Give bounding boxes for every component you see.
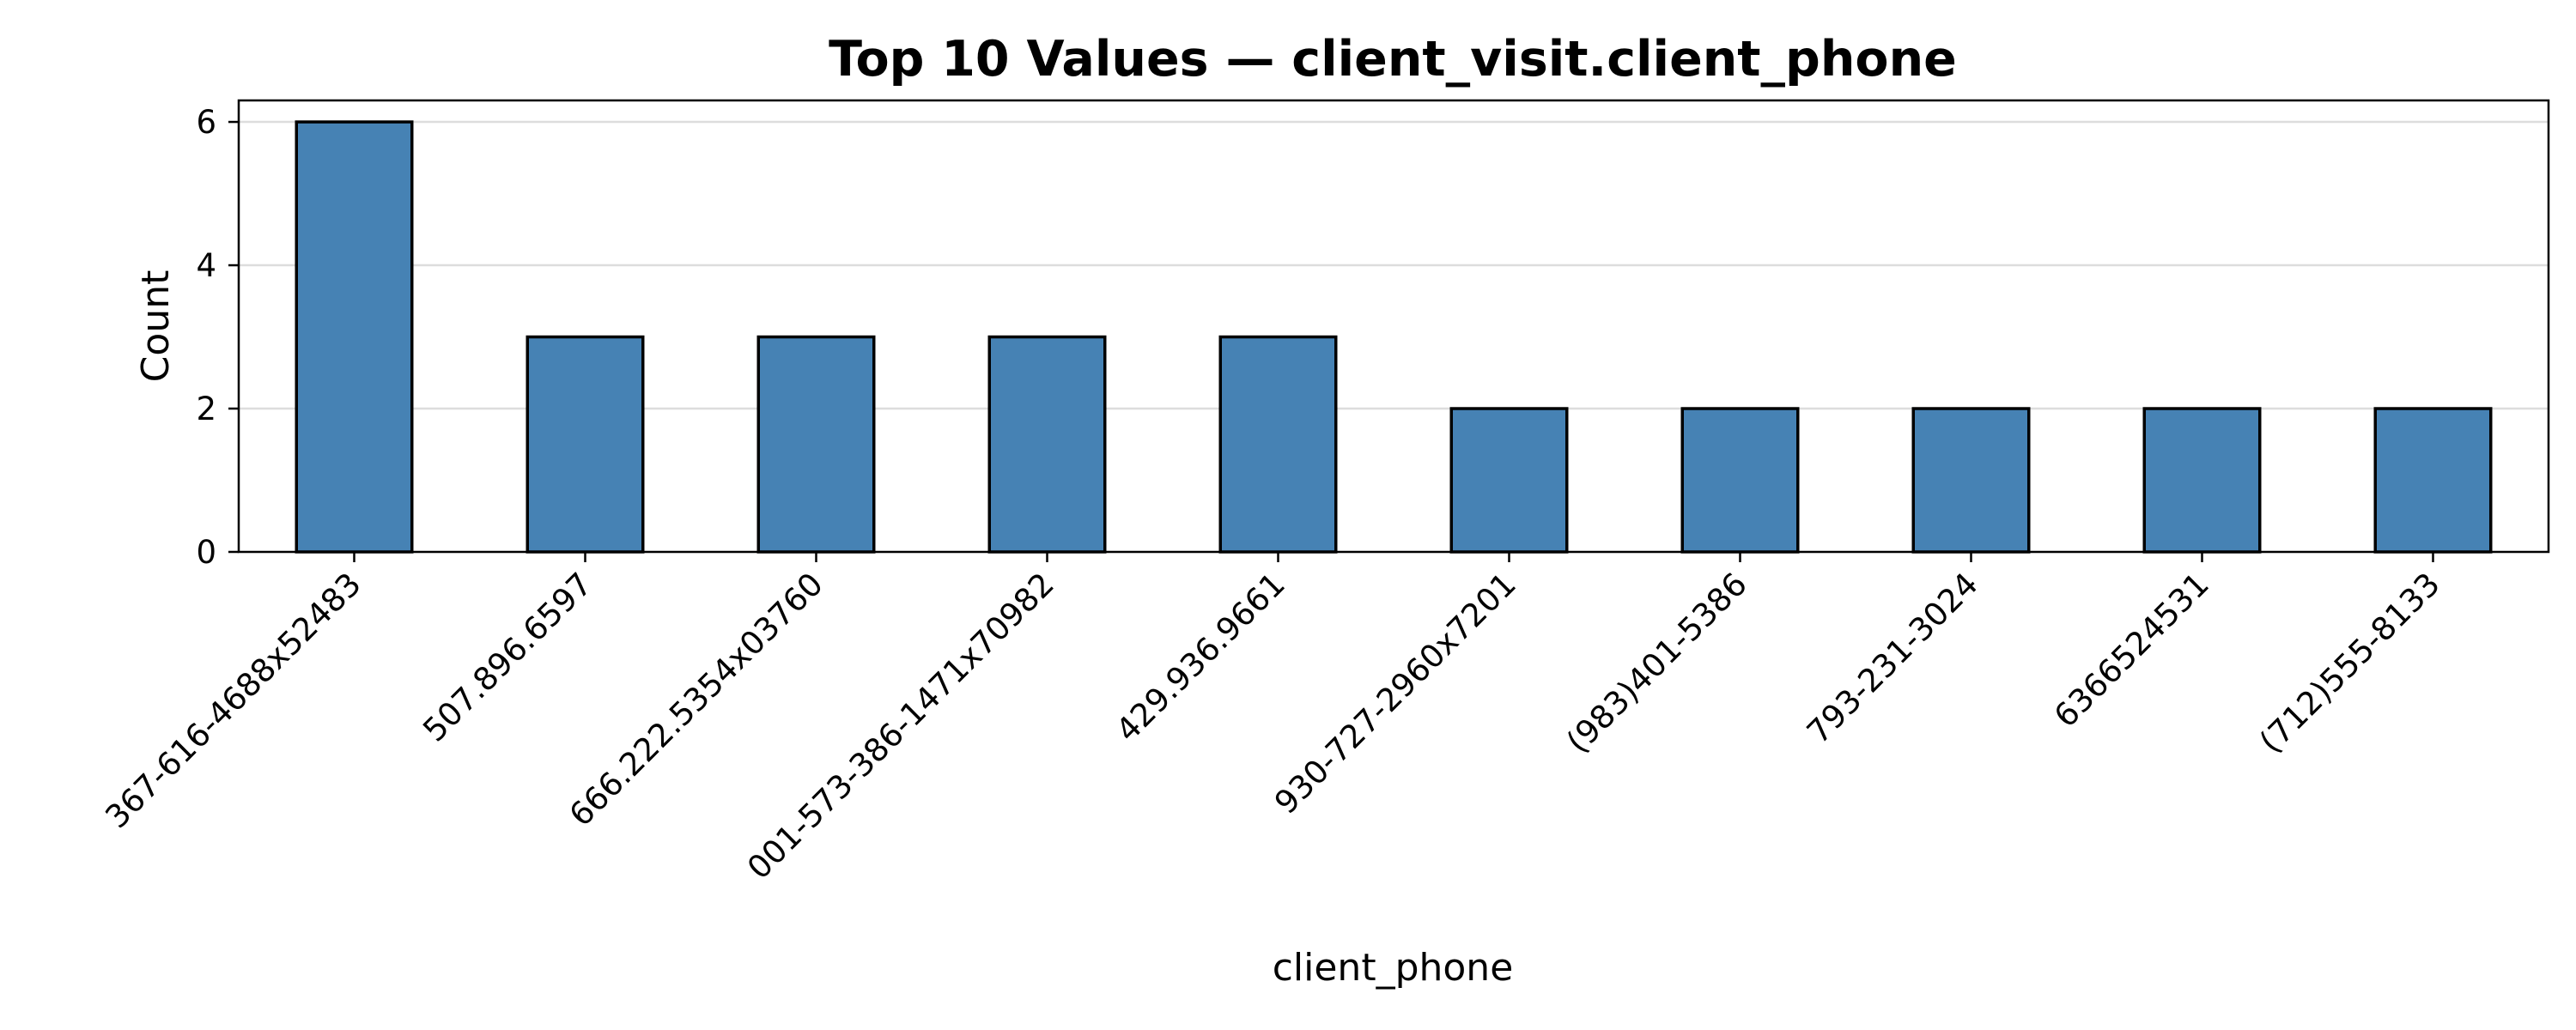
y-axis-label: Count [134, 270, 178, 383]
x-axis: 367-616-4688x52483 507.896.6597666.222.53… [98, 552, 2447, 887]
x-tick-label: 793-231-3024 [1800, 566, 1985, 751]
y-axis: 0 2 4 6 [196, 104, 239, 571]
x-tick-label: (712)555-8133 [2252, 566, 2447, 760]
x-tick-label: 507.896.6597 [416, 566, 599, 749]
bar [2373, 407, 2493, 554]
bars [295, 120, 2493, 554]
x-tick-label: 367-616-4688x52483 [98, 566, 368, 835]
y-tick-label: 6 [196, 104, 216, 141]
x-tick-label: 429.936.9661 [1109, 566, 1292, 749]
plot-frame [237, 99, 2550, 554]
bar [756, 335, 876, 554]
x-tick-label: 666.222.5354x03760 [562, 566, 830, 833]
bar [1911, 407, 2031, 554]
x-tick-label: (983)401-5386 [1559, 566, 1754, 760]
chart-title: Top 10 Values — client_visit.client_phon… [829, 31, 1957, 88]
y-tick-label: 4 [196, 247, 216, 284]
bar [526, 335, 645, 554]
bar [1680, 407, 1800, 554]
x-axis-label: client_phone [1273, 946, 1514, 990]
bar [295, 120, 414, 554]
bar [1218, 335, 1338, 554]
bar [987, 335, 1107, 554]
bar [1449, 407, 1569, 554]
y-tick-label: 2 [196, 391, 216, 427]
x-tick-label: 6366524531 [2047, 566, 2216, 735]
x-tick-label: 930-727-2960x7201 [1267, 566, 1523, 821]
y-tick-label: 0 [196, 534, 216, 571]
bar [2142, 407, 2262, 554]
